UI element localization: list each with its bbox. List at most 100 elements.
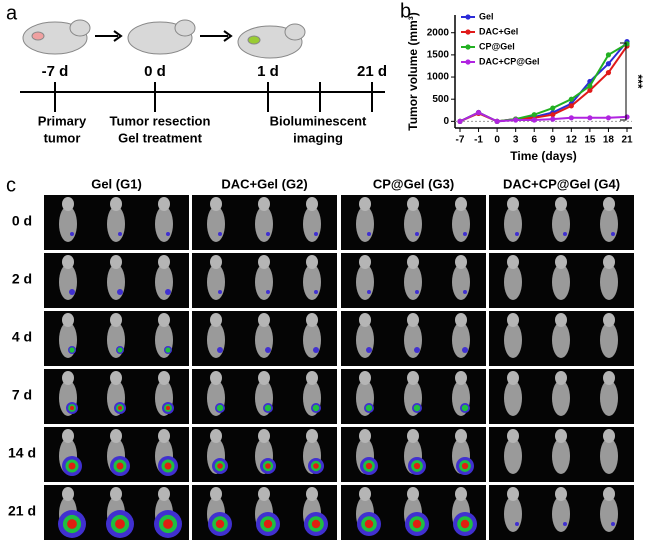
- timeline-day: 0 d: [144, 63, 166, 80]
- mouse: [404, 206, 422, 242]
- mouse-head: [110, 429, 122, 443]
- series-line: [459, 111, 628, 123]
- signal-core: [117, 405, 123, 411]
- data-point: [605, 70, 612, 76]
- mouse-head: [555, 429, 567, 443]
- data-point: [550, 112, 556, 118]
- legend-marker: [465, 59, 471, 65]
- mouse-head: [455, 197, 467, 211]
- mouse: [155, 206, 173, 242]
- signal-mid: [165, 347, 171, 353]
- mouse-head: [455, 255, 467, 269]
- x-tick-label: 18: [603, 135, 615, 146]
- data-point: [587, 87, 593, 93]
- y-tick-label: 1500: [427, 50, 450, 61]
- signal-core: [311, 519, 321, 529]
- arrows: [95, 30, 233, 42]
- mouse-head: [306, 371, 318, 385]
- mouse: [303, 264, 321, 300]
- mouse-head: [306, 313, 318, 327]
- data-point: [587, 115, 593, 121]
- mouse-head: [62, 197, 74, 211]
- timeline-event: Gel treatment: [118, 130, 202, 145]
- mouse-head: [110, 197, 122, 211]
- mouse: [207, 264, 225, 300]
- mouse-head: [258, 429, 270, 443]
- mouse-head: [158, 197, 170, 211]
- signal-outer: [463, 290, 467, 294]
- panel-label: c: [6, 174, 16, 196]
- mouse-head: [603, 429, 615, 443]
- mouse-head: [62, 429, 74, 443]
- significance-bracket: [620, 42, 627, 121]
- mouse-head: [359, 313, 371, 327]
- mouse-head: [555, 371, 567, 385]
- legend-marker: [465, 14, 471, 20]
- mouse: [303, 322, 321, 358]
- mouse-head: [359, 371, 371, 385]
- mouse: [552, 264, 570, 300]
- mouse-head: [110, 487, 122, 501]
- signal-mid: [264, 404, 272, 412]
- mouse-head: [407, 487, 419, 501]
- annotation: ***: [631, 74, 645, 88]
- signal-outer: [265, 347, 271, 353]
- mouse-head: [62, 255, 74, 269]
- day-label: 21 d: [8, 503, 36, 519]
- panel-label: b: [400, 0, 411, 22]
- timeline-event: Bioluminescent: [270, 113, 367, 128]
- timeline-day: 1 d: [257, 63, 279, 80]
- y-tick-label: 1000: [427, 72, 450, 83]
- timeline-event: imaging: [293, 130, 343, 145]
- signal-mid: [413, 404, 421, 412]
- mouse-head: [158, 255, 170, 269]
- mouse-head: [603, 371, 615, 385]
- signal-outer: [314, 290, 318, 294]
- mouse-head: [555, 197, 567, 211]
- signal-outer: [266, 290, 270, 294]
- mouse: [600, 380, 618, 416]
- timeline-event: tumor: [44, 130, 81, 145]
- mouse-head: [407, 255, 419, 269]
- y-tick-label: 2000: [427, 27, 450, 38]
- x-tick-label: -7: [456, 135, 465, 146]
- legend-label: Gel: [479, 11, 494, 21]
- data-point: [605, 115, 612, 121]
- data-point: [568, 103, 574, 109]
- mouse-head: [258, 313, 270, 327]
- mouse-head: [407, 313, 419, 327]
- data-point: [457, 118, 463, 124]
- timeline-day: -7 d: [42, 63, 69, 80]
- mouse-head: [455, 371, 467, 385]
- mouse-head: [258, 255, 270, 269]
- data-point: [624, 41, 630, 47]
- timeline-event: Primary: [38, 113, 87, 128]
- data-point: [624, 114, 630, 120]
- mouse-head: [210, 197, 222, 211]
- mouse-head: [407, 371, 419, 385]
- signal-outer: [70, 232, 74, 236]
- signal-outer: [462, 347, 468, 353]
- mouse-head: [359, 487, 371, 501]
- signal-outer: [118, 232, 122, 236]
- data-point: [587, 83, 593, 89]
- group-header: CP@Gel (G3): [373, 176, 454, 191]
- mouse: [207, 322, 225, 358]
- x-tick-label: 21: [621, 135, 633, 146]
- mouse: [600, 496, 618, 532]
- mouse-head: [306, 197, 318, 211]
- data-point: [568, 115, 574, 121]
- x-tick-label: 15: [584, 135, 596, 146]
- signal-core: [163, 519, 173, 529]
- signal-outer: [367, 232, 371, 236]
- mouse-head: [507, 371, 519, 385]
- mouse: [552, 206, 570, 242]
- data-point: [550, 105, 556, 111]
- mouse: [504, 264, 522, 300]
- signal-core: [263, 519, 273, 529]
- day-label: 7 d: [12, 387, 32, 403]
- mouse: [404, 264, 422, 300]
- signal-core: [116, 462, 124, 470]
- mouse-head: [210, 429, 222, 443]
- signal-core: [67, 519, 77, 529]
